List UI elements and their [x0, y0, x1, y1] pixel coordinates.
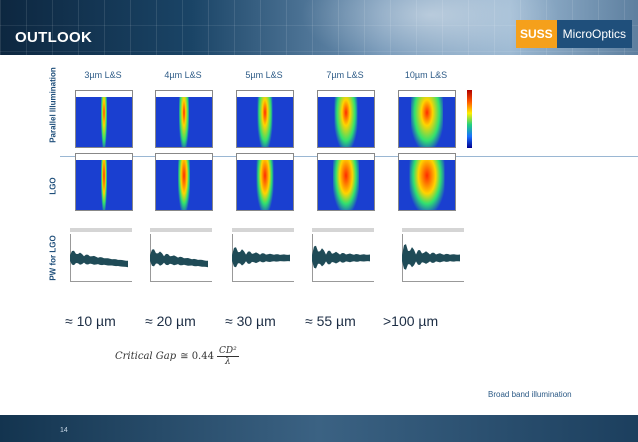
- footer-bar: 14: [0, 415, 638, 442]
- plot-caption-bar: [76, 91, 132, 97]
- colorbar-parallel: [467, 90, 472, 148]
- formula-numerator: CD²: [216, 346, 239, 357]
- process-window-plot: [302, 228, 374, 290]
- intensity-beam: [411, 97, 443, 147]
- process-window-envelope: [232, 247, 290, 268]
- envelope-fill: [150, 249, 208, 268]
- row-label-pw: PW for LGO: [48, 235, 58, 281]
- intensity-beam: [101, 160, 107, 210]
- intensity-beam: [257, 97, 273, 147]
- column-label: 10µm L&S: [404, 70, 448, 80]
- process-window-plot: [60, 228, 132, 290]
- simulation-plot-parallel: [75, 90, 133, 148]
- envelope-fill: [70, 250, 128, 268]
- simulation-plot-parallel: [155, 90, 213, 148]
- process-window-plot: [140, 228, 212, 290]
- intensity-beam: [178, 160, 190, 210]
- intensity-beam: [101, 97, 107, 147]
- intensity-beam: [334, 97, 358, 147]
- simulation-plot-lgo: [236, 153, 294, 211]
- formula-denominator: λ: [224, 357, 231, 367]
- intensity-beam: [256, 160, 274, 210]
- plot-header: [70, 228, 132, 232]
- envelope-fill: [312, 245, 370, 269]
- intensity-beam: [333, 160, 359, 210]
- envelope-fill: [232, 247, 290, 268]
- broadband-note: Broad band illumination: [488, 390, 572, 399]
- row-label-parallel: Parallel Illumination: [48, 67, 58, 143]
- column-label: 5µm L&S: [245, 70, 283, 80]
- intensity-beam: [179, 97, 189, 147]
- process-window-envelope: [312, 245, 370, 269]
- page-number: 14: [60, 427, 68, 434]
- simulation-plot-lgo: [75, 153, 133, 211]
- logo-suss: SUSS: [515, 20, 557, 48]
- process-window-envelope: [150, 249, 208, 268]
- simulation-plot-lgo: [317, 153, 375, 211]
- logo-microoptics: MicroOptics: [556, 20, 632, 48]
- formula-fraction: CD² λ: [216, 346, 239, 367]
- process-window-envelope: [70, 250, 128, 268]
- envelope-fill: [402, 244, 460, 270]
- plot-header: [312, 228, 374, 232]
- plot-caption-bar: [399, 154, 455, 160]
- critical-gap-value: >100 µm: [383, 313, 439, 329]
- critical-gap-value: ≈ 55 µm: [305, 313, 356, 329]
- process-window-plot: [222, 228, 294, 290]
- plot-caption-bar: [76, 154, 132, 160]
- process-window-envelope: [402, 244, 460, 270]
- simulation-plot-lgo: [155, 153, 213, 211]
- formula-lhs: Critical Gap: [115, 351, 177, 362]
- column-label: 4µm L&S: [164, 70, 202, 80]
- column-label: 7µm L&S: [326, 70, 364, 80]
- row-label-lgo: LGO: [48, 177, 58, 195]
- plot-caption-bar: [318, 154, 374, 160]
- simulation-plot-parallel: [236, 90, 294, 148]
- plot-header: [150, 228, 212, 232]
- formula-op: ≅ 0.44: [180, 351, 214, 362]
- plot-caption-bar: [237, 91, 293, 97]
- critical-gap-value: ≈ 10 µm: [65, 313, 116, 329]
- column-label: 3µm L&S: [84, 70, 122, 80]
- plot-header: [232, 228, 294, 232]
- process-window-plot: [392, 228, 464, 290]
- plot-header: [402, 228, 464, 232]
- plot-caption-bar: [156, 154, 212, 160]
- critical-gap-formula: Critical Gap ≅ 0.44 CD² λ: [115, 346, 239, 367]
- intensity-beam: [409, 160, 445, 210]
- company-logo: SUSS MicroOptics: [515, 20, 632, 48]
- simulation-plot-parallel: [398, 90, 456, 148]
- plot-caption-bar: [156, 91, 212, 97]
- header-banner: OUTLOOK SUSS MicroOptics: [0, 0, 638, 55]
- simulation-plot-parallel: [317, 90, 375, 148]
- critical-gap-value: ≈ 30 µm: [225, 313, 276, 329]
- plot-caption-bar: [399, 91, 455, 97]
- simulation-plot-lgo: [398, 153, 456, 211]
- page-title: OUTLOOK: [15, 29, 93, 46]
- plot-caption-bar: [318, 91, 374, 97]
- critical-gap-value: ≈ 20 µm: [145, 313, 196, 329]
- plot-caption-bar: [237, 154, 293, 160]
